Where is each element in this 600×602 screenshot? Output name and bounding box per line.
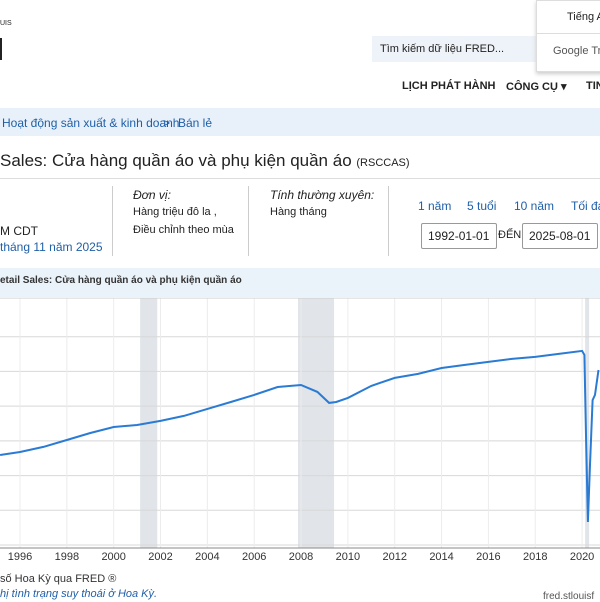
series-id: (RSCCAS): [356, 157, 410, 169]
x-tick-label: 2000: [101, 551, 125, 563]
end-date[interactable]: 2025-08-01: [522, 223, 598, 249]
divider: [248, 186, 249, 256]
translate-brand: Google Tra: [553, 45, 600, 57]
series-title: Sales: Cửa hàng quần áo và phụ kiện quần…: [0, 151, 410, 171]
divider: [537, 33, 600, 34]
x-tick-label: 2006: [242, 551, 266, 563]
range-button[interactable]: 1 năm: [418, 199, 452, 213]
logo: UIS: [0, 20, 12, 27]
start-date[interactable]: 1992-01-01: [421, 223, 497, 249]
x-tick-label: 1996: [8, 551, 32, 563]
footer-source: số Hoa Kỳ qua FRED ®: [0, 573, 117, 585]
nav-item[interactable]: CÔNG CỤ ▾: [506, 81, 567, 93]
updated-time: M CDT: [0, 224, 38, 238]
chart-title: etail Sales: Cửa hàng quần áo và phụ kiệ…: [0, 275, 242, 286]
updated-date: tháng 11 năm 2025: [0, 240, 103, 254]
translate-language[interactable]: Tiếng A: [567, 11, 600, 23]
recession-band: [585, 298, 590, 548]
x-tick-label: 1998: [55, 551, 79, 563]
x-tick-label: 2020: [570, 551, 594, 563]
units: Hàng triệu đô la ,: [133, 206, 217, 218]
divider: [0, 178, 600, 179]
range-button[interactable]: Tối đa: [571, 199, 600, 213]
recession-band: [297, 298, 335, 548]
x-tick-label: 2018: [523, 551, 547, 563]
logo-mark: [0, 38, 2, 60]
search-box[interactable]: Tìm kiếm dữ liệu FRED...: [372, 36, 550, 62]
x-tick-label: 2014: [429, 551, 453, 563]
divider: [388, 186, 389, 256]
range-button[interactable]: 10 năm: [514, 199, 555, 213]
x-tick-label: 2016: [476, 551, 500, 563]
breadcrumb-bar: [0, 108, 600, 136]
x-tick-label: 2012: [382, 551, 406, 563]
x-tick-label: 2002: [148, 551, 172, 563]
nav-item[interactable]: LỊCH PHÁT HÀNH: [402, 80, 496, 92]
series-line: [0, 349, 600, 523]
title-text: Sales: Cửa hàng quần áo và phụ kiện quần…: [0, 151, 352, 170]
units-label: Đơn vị:: [133, 188, 171, 202]
breadcrumb-sep: >: [163, 116, 171, 130]
footer-url: fred.stlouisf: [543, 591, 595, 602]
footer-link[interactable]: hị tình trạng suy thoái ở Hoa Kỳ.: [0, 588, 158, 600]
frequency-label: Tính thường xuyên:: [270, 188, 375, 202]
x-tick-label: 2008: [289, 551, 313, 563]
range-separator: ĐẾN: [498, 229, 522, 241]
breadcrumb[interactable]: Hoạt động sản xuất & kinh doanh: [2, 116, 180, 130]
chart: 1996 1998 2000 2002 2004 2006 2008 2010 2012 2014…: [0, 298, 600, 563]
frequency: Hàng tháng: [270, 206, 327, 218]
breadcrumb[interactable]: Bán lẻ: [178, 116, 213, 130]
divider: [112, 186, 113, 256]
x-tick-label: 2010: [336, 551, 360, 563]
translate-popup: Tiếng A Google Tra: [536, 0, 600, 72]
chart-header: [0, 268, 600, 298]
units: Điều chỉnh theo mùa: [133, 224, 234, 236]
nav-text[interactable]: CÔNG CỤ: [506, 81, 558, 93]
range-button[interactable]: 5 tuổi: [467, 199, 497, 213]
nav-item[interactable]: TIN: [586, 80, 600, 92]
x-tick-label: 2004: [195, 551, 219, 563]
